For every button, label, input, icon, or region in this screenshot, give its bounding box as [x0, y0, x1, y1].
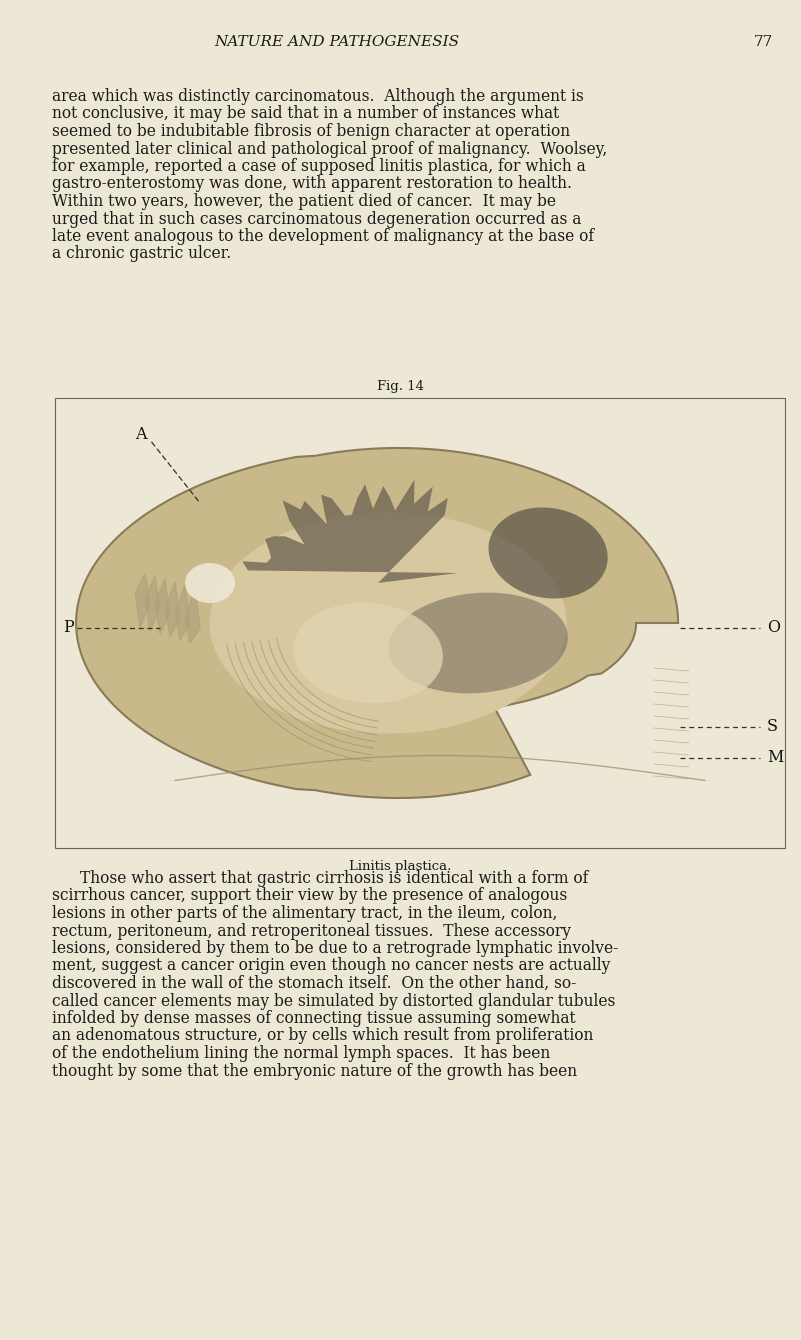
Text: M: M: [767, 749, 783, 766]
Polygon shape: [243, 480, 458, 583]
Polygon shape: [155, 579, 170, 634]
Polygon shape: [135, 574, 150, 628]
Text: Linitis plastica.: Linitis plastica.: [349, 860, 452, 872]
Text: NATURE AND PATHOGENESIS: NATURE AND PATHOGENESIS: [214, 35, 459, 50]
Polygon shape: [145, 576, 160, 631]
Ellipse shape: [293, 603, 443, 704]
Text: an adenomatous structure, or by cells which result from proliferation: an adenomatous structure, or by cells wh…: [52, 1028, 594, 1044]
Text: scirrhous cancer, support their view by the presence of analogous: scirrhous cancer, support their view by …: [52, 887, 567, 904]
Text: infolded by dense masses of connecting tissue assuming somewhat: infolded by dense masses of connecting t…: [52, 1010, 576, 1026]
Text: lesions, considered by them to be due to a retrograde lymphatic involve-: lesions, considered by them to be due to…: [52, 939, 618, 957]
Text: Those who assert that gastric cirrhosis is identical with a form of: Those who assert that gastric cirrhosis …: [80, 870, 589, 887]
Ellipse shape: [185, 563, 235, 603]
Text: urged that in such cases carcinomatous degeneration occurred as a: urged that in such cases carcinomatous d…: [52, 210, 582, 228]
Text: lesions in other parts of the alimentary tract, in the ileum, colon,: lesions in other parts of the alimentary…: [52, 905, 557, 922]
Polygon shape: [175, 586, 190, 641]
Text: gastro-enterostomy was done, with apparent restoration to health.: gastro-enterostomy was done, with appare…: [52, 176, 572, 193]
Text: area which was distinctly carcinomatous.  Although the argument is: area which was distinctly carcinomatous.…: [52, 88, 584, 105]
Text: discovered in the wall of the stomach itself.  On the other hand, so-: discovered in the wall of the stomach it…: [52, 976, 576, 992]
Text: ment, suggest a cancer origin even though no cancer nests are actually: ment, suggest a cancer origin even thoug…: [52, 958, 610, 974]
Polygon shape: [185, 588, 200, 643]
Polygon shape: [210, 512, 566, 733]
Text: not conclusive, it may be said that in a number of instances what: not conclusive, it may be said that in a…: [52, 106, 559, 122]
Text: late event analogous to the development of malignancy at the base of: late event analogous to the development …: [52, 228, 594, 245]
Polygon shape: [76, 448, 678, 799]
Text: Fig. 14: Fig. 14: [377, 381, 424, 393]
Ellipse shape: [388, 592, 568, 693]
Text: P: P: [63, 619, 74, 636]
Text: thought by some that the embryonic nature of the growth has been: thought by some that the embryonic natur…: [52, 1063, 578, 1080]
Ellipse shape: [489, 508, 608, 599]
Text: A: A: [135, 426, 147, 444]
Text: called cancer elements may be simulated by distorted glandular tubules: called cancer elements may be simulated …: [52, 993, 615, 1009]
Text: rectum, peritoneum, and retroperitoneal tissues.  These accessory: rectum, peritoneum, and retroperitoneal …: [52, 922, 571, 939]
Text: for example, reported a case of supposed linitis plastica, for which a: for example, reported a case of supposed…: [52, 158, 586, 176]
Polygon shape: [165, 582, 180, 636]
Text: of the endothelium lining the normal lymph spaces.  It has been: of the endothelium lining the normal lym…: [52, 1045, 550, 1063]
Text: S: S: [767, 718, 778, 736]
Text: O: O: [767, 619, 780, 636]
Text: presented later clinical and pathological proof of malignancy.  Woolsey,: presented later clinical and pathologica…: [52, 141, 607, 158]
Text: seemed to be indubitable fibrosis of benign character at operation: seemed to be indubitable fibrosis of ben…: [52, 123, 570, 139]
Text: 77: 77: [754, 35, 773, 50]
Bar: [55, 398, 785, 848]
Text: a chronic gastric ulcer.: a chronic gastric ulcer.: [52, 245, 231, 263]
Text: Within two years, however, the patient died of cancer.  It may be: Within two years, however, the patient d…: [52, 193, 556, 210]
